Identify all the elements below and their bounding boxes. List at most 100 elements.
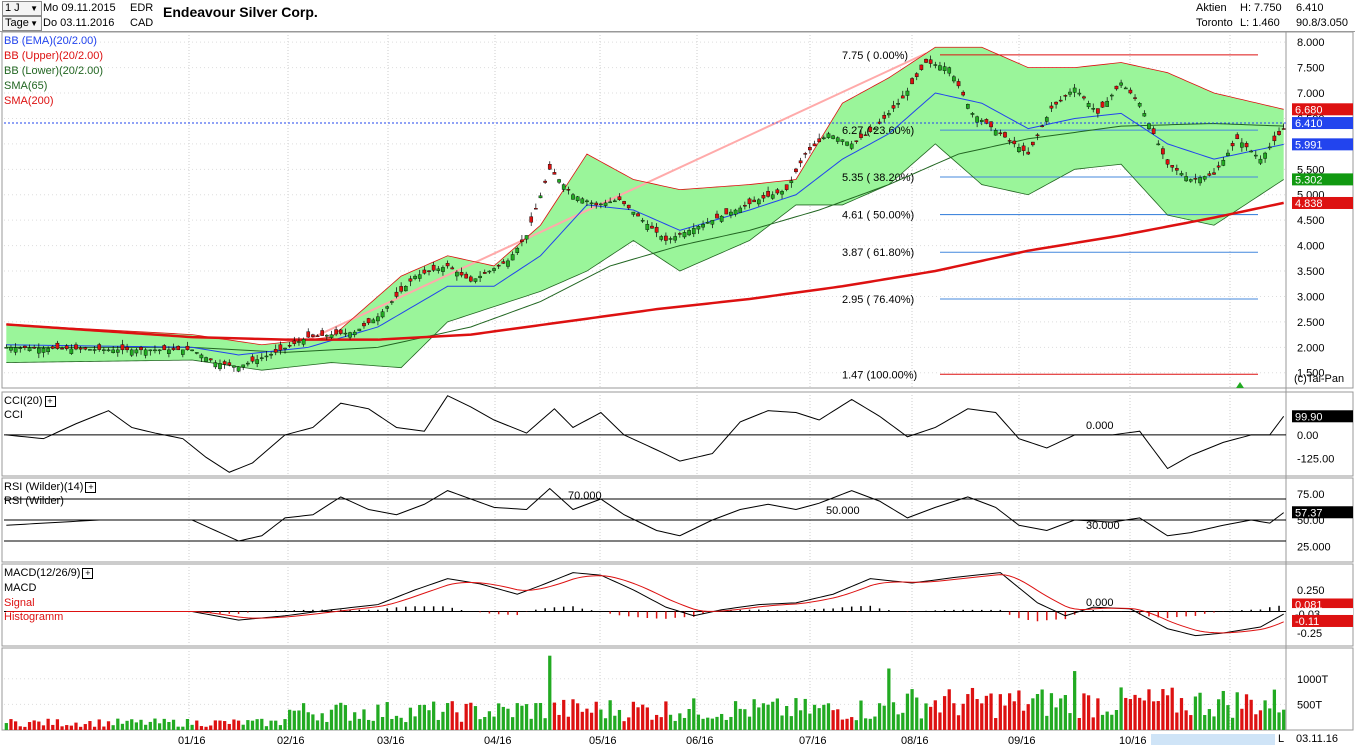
bid-ask: 90.8/3.050: [1296, 17, 1348, 29]
candle-body: [1142, 113, 1147, 117]
volume-bar: [60, 726, 64, 730]
fib-label: 6.27 ( 23.60%): [842, 125, 914, 137]
time-scrollbar[interactable]: [1151, 734, 1275, 745]
volume-bar: [529, 718, 533, 730]
candle-body: [510, 254, 515, 261]
candle-body: [27, 347, 32, 352]
x-tick-label: 05/16: [589, 735, 617, 747]
volume-bar: [27, 722, 32, 730]
candle-body: [1017, 147, 1021, 152]
candle-body: [357, 328, 362, 332]
volume-bar: [808, 713, 812, 730]
volume-bar: [515, 703, 519, 730]
candle-body: [1058, 99, 1063, 102]
interval-select[interactable]: Tage ▼: [2, 16, 42, 31]
volume-bar: [236, 720, 241, 730]
volume-bar: [450, 701, 454, 730]
candle-body: [301, 339, 306, 345]
candle-body: [826, 133, 831, 138]
volume-bar: [905, 693, 910, 730]
fib-label: 4.61 ( 50.00%): [842, 210, 914, 222]
candle-body: [919, 64, 924, 70]
candle-body: [431, 264, 436, 271]
candle-body: [1161, 148, 1165, 155]
candle-body: [413, 275, 417, 279]
security-type: Aktien: [1196, 2, 1227, 14]
volume-bar: [938, 712, 942, 730]
candle-body: [1147, 123, 1151, 130]
candle-body: [1230, 143, 1235, 147]
candle-body: [83, 347, 88, 350]
y-tick-label: 2.500: [1297, 317, 1325, 329]
candle-body: [840, 139, 845, 142]
volume-bar: [1082, 693, 1086, 730]
candle-body: [910, 78, 914, 85]
volume-bar: [576, 703, 580, 730]
candle-body: [394, 291, 399, 297]
candle-body: [1226, 152, 1230, 156]
candle-body: [380, 311, 385, 318]
vol-panel-frame: [1, 647, 1354, 731]
candle-body: [863, 134, 868, 136]
candle-body: [766, 191, 770, 197]
volume-bar: [1124, 697, 1128, 730]
volume-bar: [1119, 687, 1123, 730]
candle-body: [691, 228, 696, 235]
x-end-date: 03.11.16: [1296, 733, 1339, 745]
candle-body: [232, 365, 236, 368]
volume-bar: [868, 718, 872, 730]
price-tag: [1292, 196, 1353, 209]
volume-bar: [1114, 710, 1119, 730]
volume-bar: [418, 704, 422, 730]
period-select[interactable]: 1 J ▼: [2, 1, 42, 16]
date-to: Do 03.11.2016: [43, 17, 115, 29]
volume-bar: [464, 703, 468, 730]
candle-body: [255, 359, 259, 364]
x-tick-label: 06/16: [686, 735, 714, 747]
candle-body: [408, 278, 413, 282]
volume-bar: [970, 687, 975, 730]
volume-bar: [367, 719, 371, 730]
candle-body: [1137, 102, 1142, 107]
candle-body: [102, 349, 106, 351]
candle-body: [571, 194, 575, 200]
macd-value-tag: [1292, 598, 1353, 611]
volume-bar: [733, 701, 738, 730]
rsi-level-50: 50.000: [826, 505, 860, 517]
volume-bar: [171, 719, 176, 730]
candle-body: [854, 140, 859, 142]
volume-bar: [102, 726, 106, 730]
cci-title-text: CCI(20): [4, 395, 43, 407]
candle-body: [956, 81, 961, 87]
volume-bar: [399, 717, 403, 730]
candle-body: [199, 354, 204, 359]
volume-bar: [153, 718, 157, 730]
candle-body: [538, 195, 543, 199]
candle-body: [752, 199, 756, 203]
candle-body: [933, 64, 938, 66]
y-tick-label: 5.500: [1297, 164, 1325, 176]
expand-cci-button[interactable]: +: [44, 395, 56, 407]
macd-zero-label: 0.000: [1086, 597, 1114, 609]
expand-rsi-button[interactable]: +: [85, 481, 97, 493]
volume-bar: [873, 716, 877, 730]
macd-value-tag: [1292, 614, 1353, 627]
candle-body: [817, 138, 822, 143]
volume-bar: [23, 726, 27, 730]
candle-body: [4, 347, 9, 349]
cci-series-label: CCI: [4, 409, 23, 421]
candle-body: [441, 267, 445, 272]
volume-bar: [1240, 708, 1244, 730]
volume-bar: [887, 668, 891, 730]
volume-bar: [1147, 689, 1151, 730]
volume-bar: [1031, 698, 1035, 730]
candle-body: [1007, 140, 1012, 142]
candle-body: [9, 347, 13, 351]
y-tick-label: 3.000: [1297, 291, 1325, 303]
volume-bar: [627, 717, 631, 730]
scroll-end-marker[interactable]: L: [1278, 733, 1285, 745]
expand-macd-button[interactable]: +: [82, 567, 94, 579]
candle-body: [362, 323, 366, 327]
volume-bar: [436, 719, 440, 730]
